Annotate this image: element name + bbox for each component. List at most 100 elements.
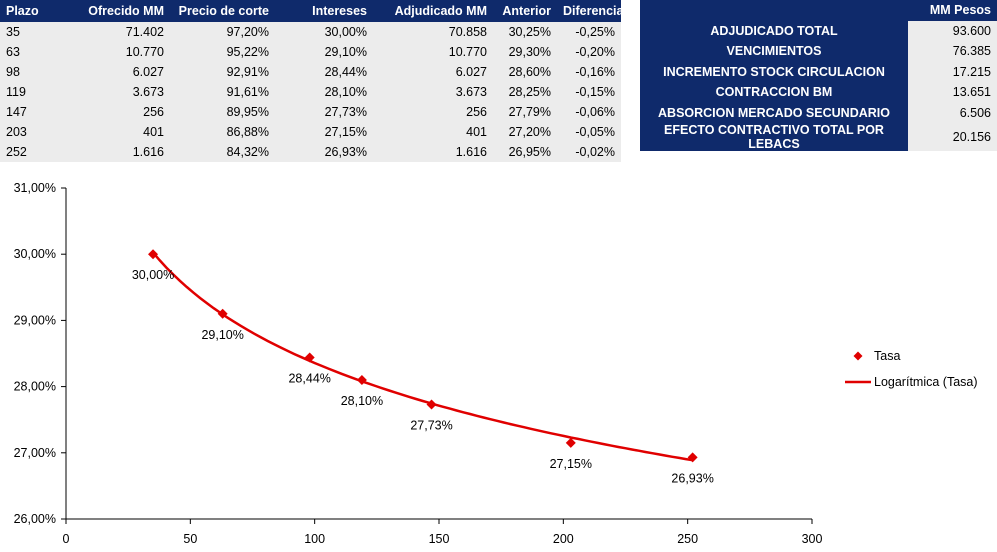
cell-plazo: 98 bbox=[0, 62, 58, 82]
y-tick-label: 30,00% bbox=[14, 247, 56, 261]
cell-ofrecido: 401 bbox=[58, 122, 170, 142]
data-label: 27,73% bbox=[410, 418, 452, 432]
data-label: 28,10% bbox=[341, 394, 383, 408]
cell-ofrecido: 71.402 bbox=[58, 22, 170, 42]
table-row: 203 401 86,88% 27,15% 401 27,20% -0,05% bbox=[0, 122, 621, 142]
cell-ofrecido: 1.616 bbox=[58, 142, 170, 162]
y-tick-label: 27,00% bbox=[14, 446, 56, 460]
summary-value: 6.506 bbox=[908, 102, 997, 123]
summary-label: ABSORCION MERCADO SECUNDARIO bbox=[640, 102, 908, 123]
data-label: 27,15% bbox=[550, 457, 592, 471]
cell-intereses: 28,10% bbox=[275, 82, 373, 102]
x-tick-label: 150 bbox=[429, 532, 450, 546]
cell-ofrecido: 256 bbox=[58, 102, 170, 122]
cell-precio-corte: 89,95% bbox=[170, 102, 275, 122]
cell-adjudicado: 6.027 bbox=[373, 62, 493, 82]
cell-plazo: 147 bbox=[0, 102, 58, 122]
cell-plazo: 119 bbox=[0, 82, 58, 102]
y-tick-label: 31,00% bbox=[14, 181, 56, 195]
cell-anterior: 26,95% bbox=[493, 142, 557, 162]
summary-label: ADJUDICADO TOTAL bbox=[640, 20, 908, 41]
cell-diferencia: -0,16% bbox=[557, 62, 621, 82]
legend-label-trend: Logarítmica (Tasa) bbox=[874, 375, 978, 389]
summary-header-row: MM Pesos bbox=[640, 0, 997, 21]
cell-diferencia: -0,05% bbox=[557, 122, 621, 142]
cell-intereses: 27,15% bbox=[275, 122, 373, 142]
chart-axes: 26,00% 27,00% 28,00% 29,00% 30,00% 31,00% 0 50 1… bbox=[14, 181, 823, 546]
cell-anterior: 28,60% bbox=[493, 62, 557, 82]
data-label: 29,10% bbox=[201, 328, 243, 342]
cell-anterior: 29,30% bbox=[493, 42, 557, 62]
cell-adjudicado: 256 bbox=[373, 102, 493, 122]
points-layer bbox=[148, 249, 698, 463]
table-header-row: Plazo Ofrecido MM Precio de corte Intere… bbox=[0, 0, 623, 22]
summary-label: INCREMENTO STOCK CIRCULACION bbox=[640, 61, 908, 82]
x-tick-label: 0 bbox=[63, 532, 70, 546]
cell-ofrecido: 3.673 bbox=[58, 82, 170, 102]
summary-value: 93.600 bbox=[908, 20, 997, 41]
cell-precio-corte: 86,88% bbox=[170, 122, 275, 142]
cell-intereses: 29,10% bbox=[275, 42, 373, 62]
cell-diferencia: -0,20% bbox=[557, 42, 621, 62]
summary-header-unit: MM Pesos bbox=[908, 0, 997, 21]
summary-label: EFECTO CONTRACTIVO TOTAL POR LEBACS bbox=[640, 123, 908, 151]
x-tick-label: 50 bbox=[183, 532, 197, 546]
data-point bbox=[426, 399, 437, 410]
summary-row: CONTRACCION BM 13.651 bbox=[640, 82, 997, 103]
x-tick-label: 300 bbox=[802, 532, 823, 546]
data-point bbox=[687, 452, 698, 463]
header-anterior: Anterior bbox=[493, 0, 557, 22]
data-label: 30,00% bbox=[132, 268, 174, 282]
table-row: 35 71.402 97,20% 30,00% 70.858 30,25% -0… bbox=[0, 22, 621, 42]
cell-plazo: 35 bbox=[0, 22, 58, 42]
cell-adjudicado: 401 bbox=[373, 122, 493, 142]
rate-curve-chart: 26,00% 27,00% 28,00% 29,00% 30,00% 31,00% 0 50 1… bbox=[14, 181, 978, 546]
cell-ofrecido: 10.770 bbox=[58, 42, 170, 62]
x-tick-label: 200 bbox=[553, 532, 574, 546]
cell-precio-corte: 92,91% bbox=[170, 62, 275, 82]
data-point bbox=[304, 352, 315, 363]
summary-row: ADJUDICADO TOTAL 93.600 bbox=[640, 20, 997, 41]
cell-plazo: 203 bbox=[0, 122, 58, 142]
cell-anterior: 28,25% bbox=[493, 82, 557, 102]
header-adjudicado: Adjudicado MM bbox=[373, 0, 493, 22]
summary-value: 17.215 bbox=[908, 61, 997, 82]
cell-ofrecido: 6.027 bbox=[58, 62, 170, 82]
cell-anterior: 30,25% bbox=[493, 22, 557, 42]
cell-anterior: 27,79% bbox=[493, 102, 557, 122]
cell-intereses: 28,44% bbox=[275, 62, 373, 82]
table-row: 147 256 89,95% 27,73% 256 27,79% -0,06% bbox=[0, 102, 621, 122]
trendline-layer bbox=[152, 251, 693, 462]
summary-header-blank bbox=[640, 0, 908, 21]
summary-row: EFECTO CONTRACTIVO TOTAL POR LEBACS 20.1… bbox=[640, 123, 997, 151]
summary-label: CONTRACCION BM bbox=[640, 82, 908, 103]
table-row: 63 10.770 95,22% 29,10% 10.770 29,30% -0… bbox=[0, 42, 621, 62]
summary-table: MM Pesos ADJUDICADO TOTAL 93.600 VENCIMI… bbox=[640, 0, 997, 151]
cell-adjudicado: 1.616 bbox=[373, 142, 493, 162]
summary-row: ABSORCION MERCADO SECUNDARIO 6.506 bbox=[640, 102, 997, 123]
legend-label-tasa: Tasa bbox=[874, 349, 900, 363]
data-point bbox=[356, 374, 367, 385]
cell-intereses: 27,73% bbox=[275, 102, 373, 122]
cell-precio-corte: 84,32% bbox=[170, 142, 275, 162]
header-ofrecido: Ofrecido MM bbox=[58, 0, 170, 22]
summary-row: VENCIMIENTOS 76.385 bbox=[640, 41, 997, 62]
y-tick-label: 29,00% bbox=[14, 313, 56, 327]
x-tick-label: 250 bbox=[677, 532, 698, 546]
summary-value: 20.156 bbox=[908, 123, 997, 151]
header-precio-corte: Precio de corte bbox=[170, 0, 275, 22]
cell-adjudicado: 70.858 bbox=[373, 22, 493, 42]
cell-precio-corte: 95,22% bbox=[170, 42, 275, 62]
header-plazo: Plazo bbox=[0, 0, 58, 22]
cell-diferencia: -0,06% bbox=[557, 102, 621, 122]
table-row: 119 3.673 91,61% 28,10% 3.673 28,25% -0,… bbox=[0, 82, 621, 102]
summary-label: VENCIMIENTOS bbox=[640, 41, 908, 62]
cell-intereses: 26,93% bbox=[275, 142, 373, 162]
cell-precio-corte: 97,20% bbox=[170, 22, 275, 42]
header-diferencia: Diferencia bbox=[557, 0, 623, 22]
cell-intereses: 30,00% bbox=[275, 22, 373, 42]
cell-diferencia: -0,25% bbox=[557, 22, 621, 42]
chart-legend: Tasa Logarítmica (Tasa) bbox=[845, 349, 978, 389]
data-label: 26,93% bbox=[671, 471, 713, 485]
table-row: 98 6.027 92,91% 28,44% 6.027 28,60% -0,1… bbox=[0, 62, 621, 82]
